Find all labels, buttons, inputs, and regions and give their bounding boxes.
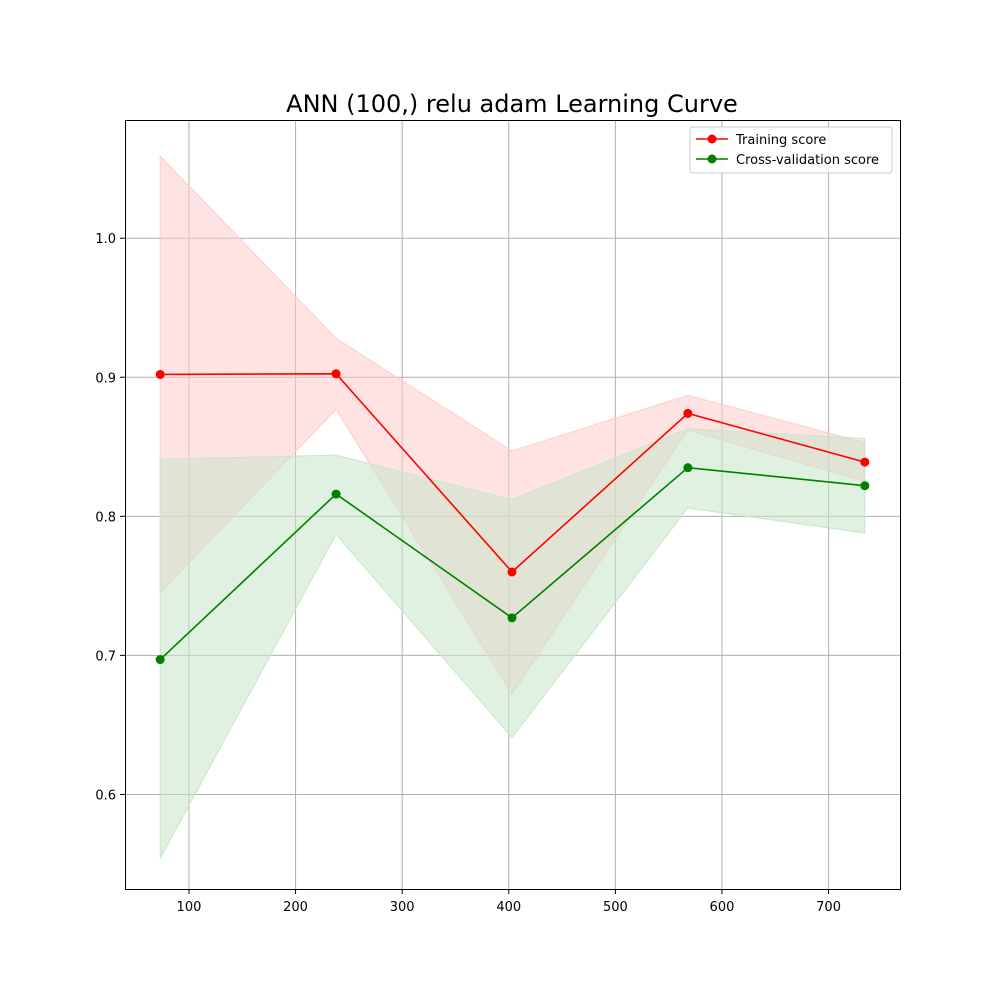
x-tick-label: 100 (177, 900, 202, 915)
chart-title: ANN (100,) relu adam Learning Curve (286, 90, 738, 118)
y-tick-label: 1.0 (95, 232, 116, 247)
point-series-1 (860, 481, 870, 491)
y-tick-label: 0.8 (95, 510, 116, 525)
legend-label: Cross-validation score (736, 153, 879, 168)
x-tick-label: 500 (603, 900, 628, 915)
band-series-1 (159, 428, 866, 859)
x-tick-label: 200 (283, 900, 308, 915)
y-tick-label: 0.6 (95, 788, 116, 803)
plot-frame (125, 120, 901, 890)
y-tick-label: 0.9 (95, 371, 116, 386)
point-series-1 (331, 489, 341, 499)
point-series-0 (507, 567, 517, 577)
legend-label: Training score (735, 133, 826, 148)
point-series-1 (507, 613, 517, 623)
point-series-1 (683, 463, 693, 473)
point-series-0 (860, 457, 870, 467)
x-tick-label: 600 (710, 900, 735, 915)
legend-marker (707, 154, 717, 164)
x-axis-ticks: 100 200 300 400 500 600 700 (177, 889, 841, 915)
point-series-0 (155, 369, 165, 379)
x-tick-label: 300 (390, 900, 415, 915)
legend: Training score Cross-validation score (689, 126, 893, 174)
legend-box (689, 126, 893, 174)
point-series-1 (155, 655, 165, 665)
legend-marker (707, 134, 717, 144)
x-tick-label: 700 (816, 900, 841, 915)
y-axis-ticks: 0.6 0.7 0.8 0.9 1.0 (95, 232, 125, 803)
x-tick-label: 400 (496, 900, 521, 915)
point-series-0 (683, 408, 693, 418)
point-series-0 (331, 369, 341, 379)
series-points (155, 369, 870, 665)
y-tick-label: 0.7 (95, 649, 116, 664)
